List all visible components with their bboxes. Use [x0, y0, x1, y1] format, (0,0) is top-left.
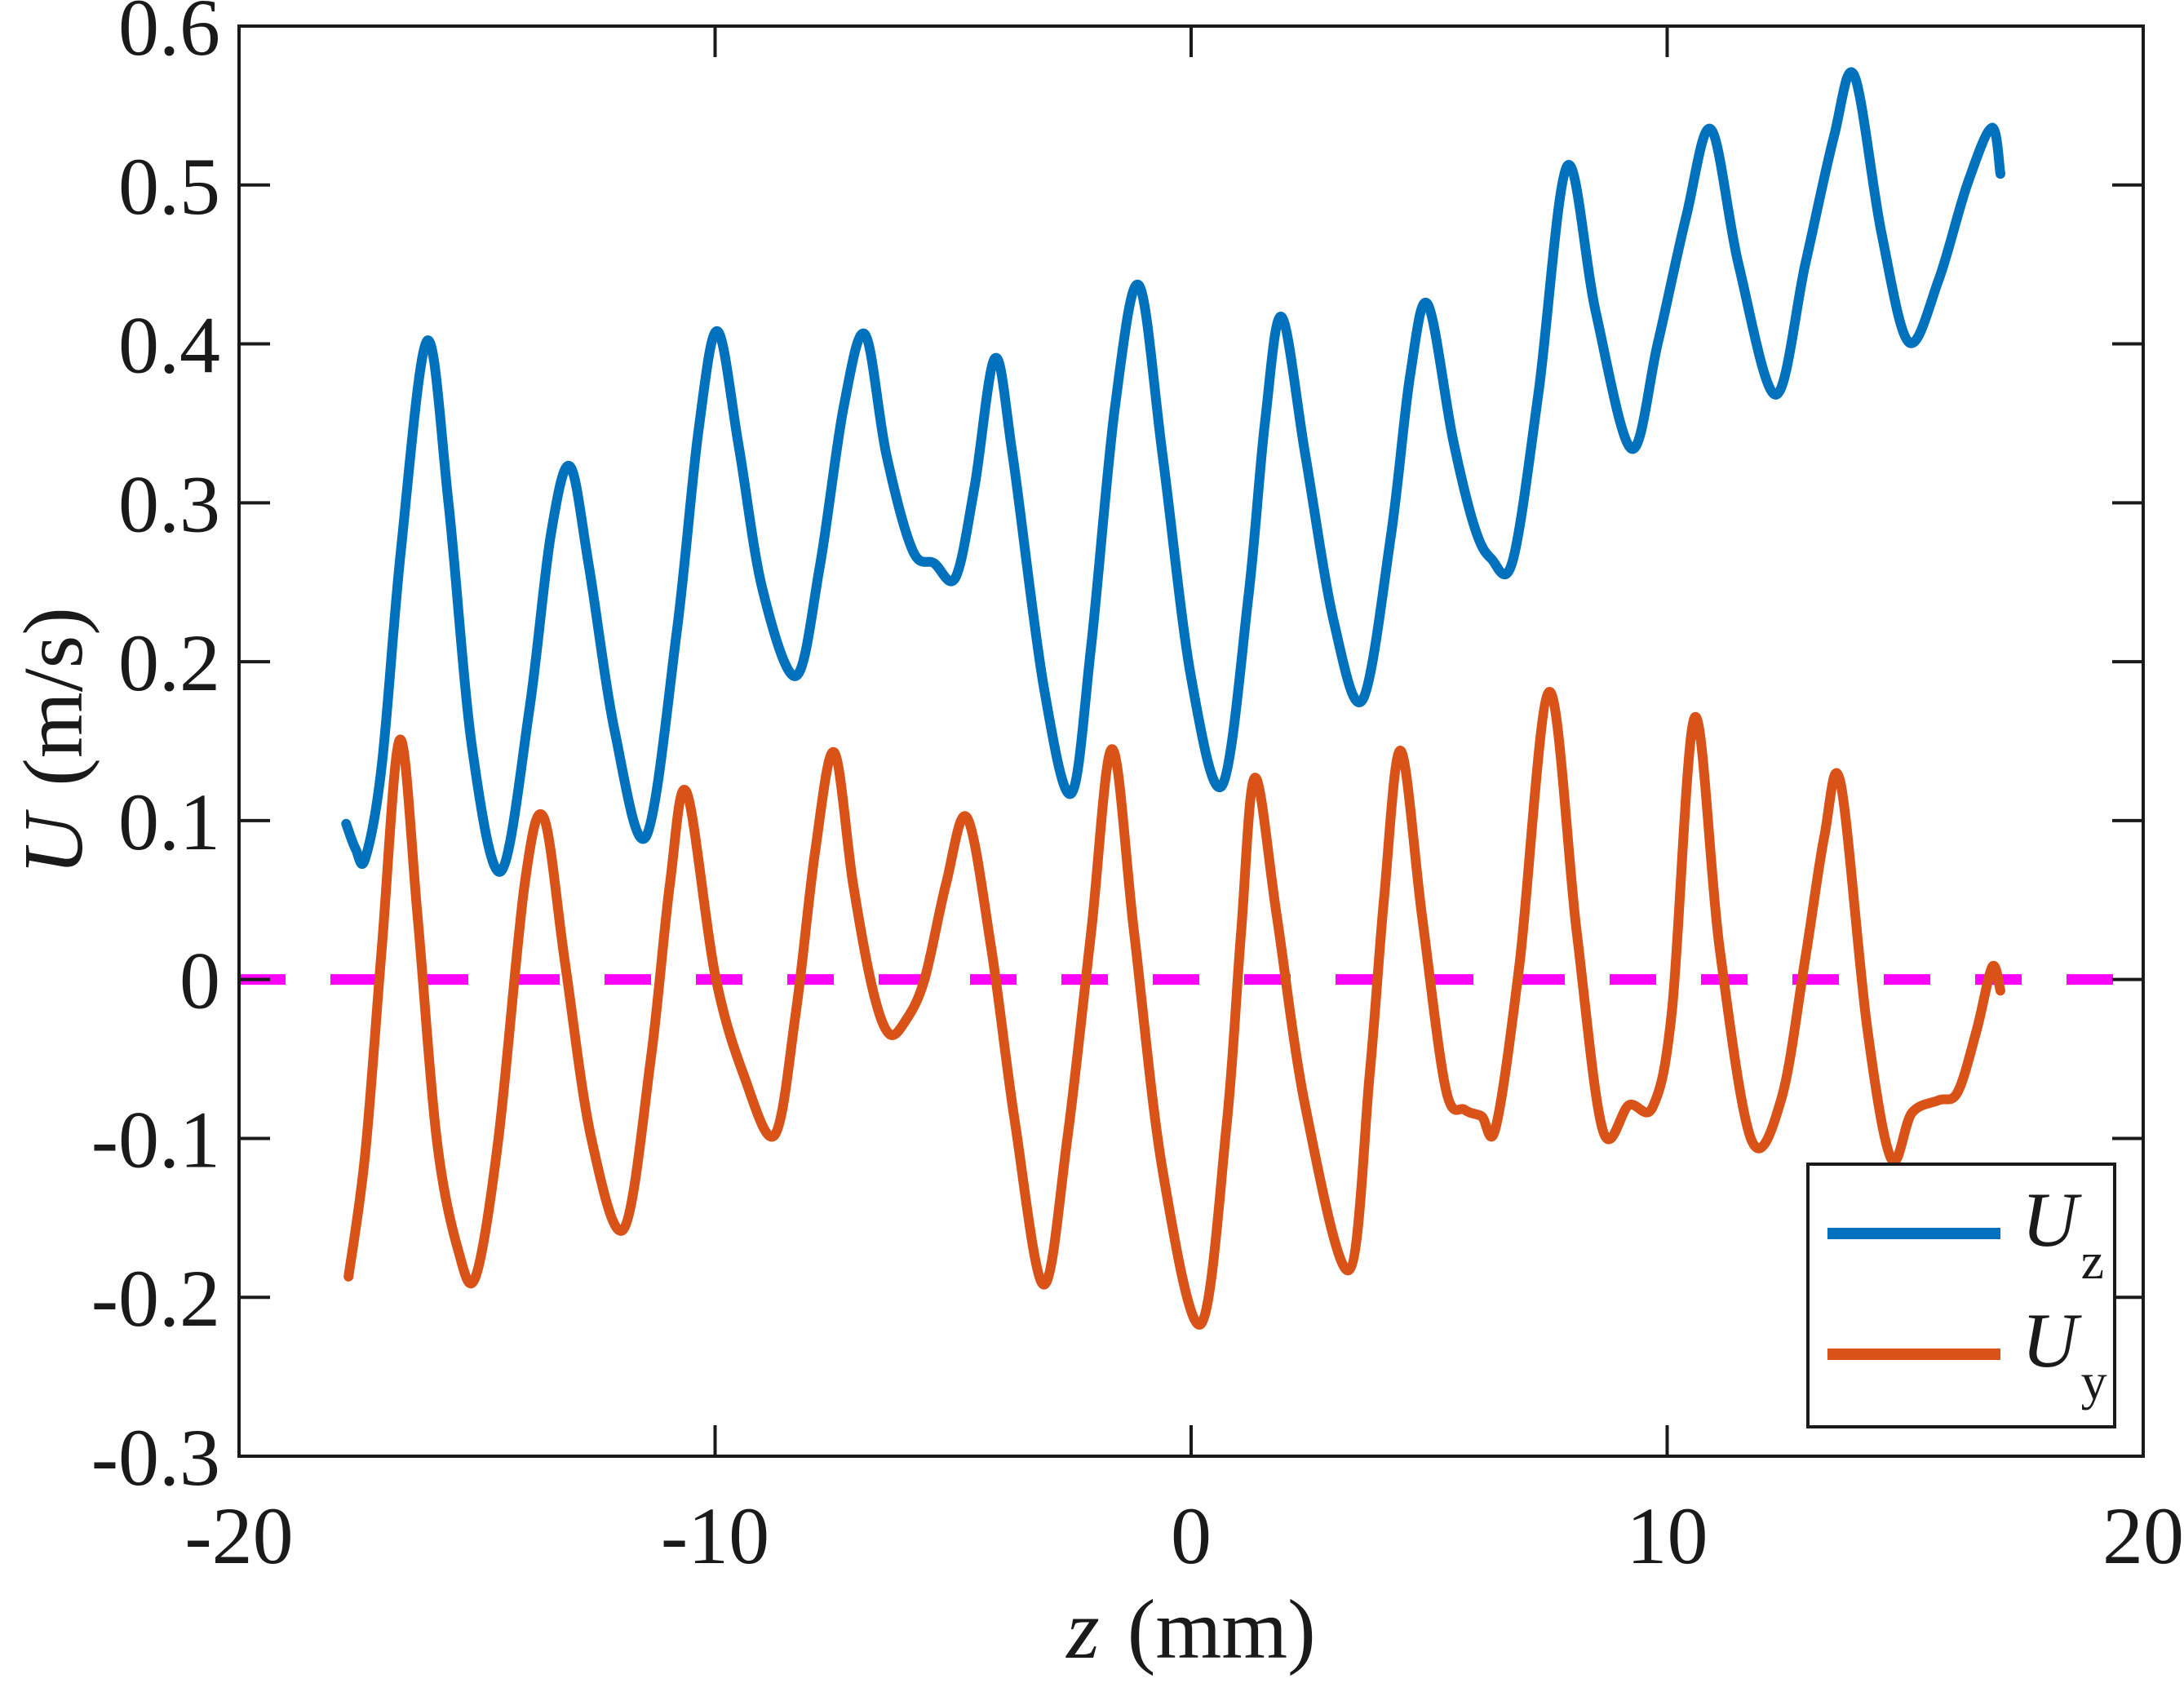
uz-curve — [341, 67, 2005, 877]
x-tick-label: 10 — [1627, 1490, 1708, 1581]
legend-label-uy: Uy — [2022, 1297, 2107, 1411]
y-tick-label: 0.3 — [118, 458, 220, 549]
x-tick-label: -20 — [184, 1490, 293, 1581]
y-tick-label: -0.2 — [91, 1253, 220, 1344]
x-tick-label: -10 — [661, 1490, 769, 1581]
legend-box — [1806, 1163, 2116, 1428]
y-tick-label: 0.6 — [118, 0, 220, 73]
y-tick-label: 0 — [179, 936, 220, 1026]
x-tick-label: 0 — [1171, 1490, 1212, 1581]
x-tick-label: 20 — [2102, 1490, 2184, 1581]
y-axis-label: U(m/s) — [7, 607, 100, 875]
y-tick-label: 0.2 — [118, 618, 220, 708]
uy-curve — [343, 687, 2005, 1330]
y-tick-label: 0.1 — [118, 777, 220, 867]
y-tick-label: 0.4 — [118, 300, 220, 391]
y-tick-label: -0.3 — [91, 1412, 220, 1503]
x-axis-label: z (mm) — [1065, 1583, 1316, 1676]
legend-label-uz: Uz — [2022, 1176, 2104, 1290]
y-tick-label: -0.1 — [91, 1094, 220, 1185]
y-tick-label: 0.5 — [118, 141, 220, 232]
